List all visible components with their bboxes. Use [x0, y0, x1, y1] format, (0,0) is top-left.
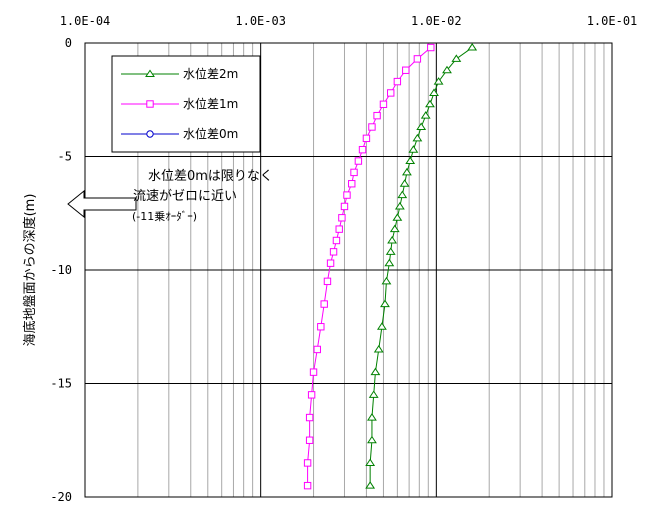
x-tick-label: 1.0E-03 [235, 14, 286, 28]
data-point-square [305, 436, 314, 444]
data-point-square [413, 55, 422, 63]
y-tick-label: -15 [50, 377, 72, 391]
data-point-triangle [145, 69, 155, 78]
data-point-square [317, 323, 325, 331]
series-square [303, 43, 435, 490]
data-point-triangle [373, 344, 384, 353]
data-point-square [309, 368, 318, 376]
data-point-triangle [425, 99, 435, 108]
data-point-triangle [433, 77, 444, 85]
data-point-triangle [412, 133, 423, 142]
data-point-triangle [451, 54, 462, 62]
data-point-triangle [384, 258, 395, 267]
data-point-square [354, 157, 363, 165]
data-point-square [313, 345, 321, 354]
annotation: 水位差0mは限りなく 流速がゼロに近い (-11乗ｵｰﾀﾞｰ) [67, 169, 273, 223]
plot-frame [84, 42, 613, 498]
data-point-triangle [397, 190, 408, 199]
data-point-square [373, 111, 381, 120]
data-point-square [326, 259, 335, 267]
y-tick-label: 0 [65, 36, 72, 50]
data-point-square [323, 277, 332, 286]
annotation-arrow [67, 189, 137, 219]
y-tick-label: -20 [50, 490, 72, 504]
x-tick-label: 1.0E-04 [60, 14, 111, 28]
data-point-triangle [429, 88, 439, 96]
data-point-square [427, 43, 435, 52]
data-point-square [350, 168, 358, 177]
series-layer [303, 43, 478, 490]
x-tick-label: 1.0E-01 [587, 14, 638, 28]
x-tick-labels: 1.0E-04 1.0E-03 1.0E-02 1.0E-01 [60, 14, 638, 28]
data-point-triangle [370, 367, 381, 376]
data-point-triangle [467, 43, 478, 51]
data-point-triangle [368, 390, 379, 398]
data-point-square [393, 77, 402, 86]
data-point-triangle [405, 156, 416, 165]
data-point-triangle [376, 322, 387, 330]
annotation-line-3: (-11乗ｵｰﾀﾞｰ) [132, 210, 197, 223]
data-point-square [146, 100, 154, 108]
legend-label: 水位差2m [183, 66, 238, 81]
data-point-square [332, 236, 341, 245]
data-point-circle [146, 130, 154, 138]
data-point-triangle [365, 458, 376, 466]
data-point-triangle [365, 481, 376, 489]
legend-label: 水位差1m [183, 96, 238, 111]
data-point-square [402, 66, 410, 74]
y-axis-label: 海底地盤面からの深度(m) [22, 194, 38, 347]
data-point-triangle [420, 111, 431, 119]
data-point-square [303, 481, 312, 490]
data-point-square [343, 191, 351, 199]
data-point-triangle [408, 145, 419, 153]
data-point-square [338, 214, 346, 222]
data-point-triangle [380, 299, 390, 308]
data-point-square [305, 413, 314, 422]
data-point-triangle [399, 179, 410, 187]
data-point-triangle [401, 167, 412, 176]
data-point-square [362, 134, 371, 143]
data-point-square [379, 100, 388, 108]
data-point-square [303, 459, 312, 467]
data-point-square [348, 180, 356, 188]
data-point-triangle [442, 65, 452, 74]
data-point-square [320, 300, 328, 308]
data-point-square [340, 202, 349, 211]
legend-label: 水位差0m [183, 126, 238, 141]
data-point-square [387, 89, 395, 97]
data-point-square [329, 248, 338, 256]
data-point-square [307, 391, 316, 399]
x-tick-label: 1.0E-02 [411, 14, 462, 28]
data-point-square [368, 123, 376, 131]
plot-border [84, 42, 613, 498]
legend: 水位差2m 水位差1m 水位差0m [111, 55, 261, 153]
data-point-triangle [394, 201, 405, 210]
annotation-line-1: 水位差0mは限りなく [148, 169, 273, 184]
series-line [369, 47, 473, 486]
y-tick-labels: 0 -5 -10 -15 -20 [50, 36, 72, 504]
data-point-triangle [387, 235, 398, 244]
series-triangle [365, 43, 478, 489]
data-point-triangle [392, 213, 403, 221]
data-point-triangle [389, 224, 400, 233]
data-point-square [358, 145, 367, 154]
data-point-triangle [367, 413, 377, 421]
data-point-triangle [416, 122, 427, 131]
data-point-triangle [385, 247, 396, 255]
data-point-triangle [381, 276, 392, 285]
data-point-triangle [367, 435, 377, 444]
y-tick-label: -5 [58, 150, 72, 164]
annotation-line-2: 流速がゼロに近い [133, 189, 237, 204]
data-point-square [335, 225, 343, 233]
y-tick-label: -10 [50, 263, 72, 277]
